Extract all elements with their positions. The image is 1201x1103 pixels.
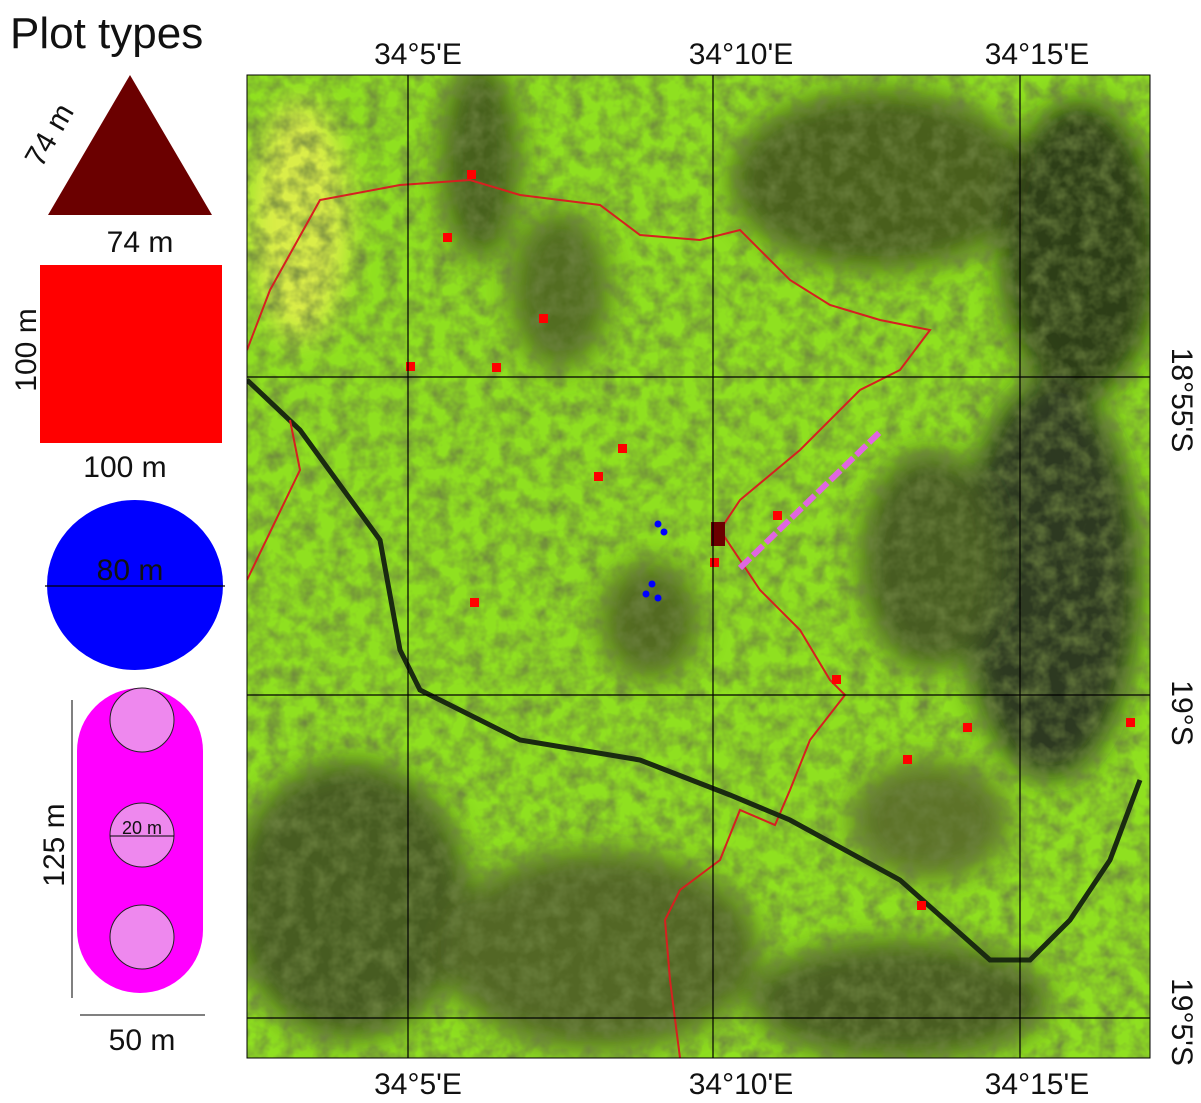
- subplot: [109, 904, 175, 970]
- right-lat-label: 18°55'S: [1165, 348, 1198, 452]
- square-height-label: 100 m: [10, 308, 43, 391]
- cluster-width-label: 50 m: [109, 1024, 176, 1057]
- satellite-image: [247, 75, 1150, 1058]
- triangle-side-label: 74 m: [19, 98, 81, 172]
- legend-title: Plot types: [10, 9, 203, 58]
- top-lon-label: 34°15'E: [985, 38, 1089, 71]
- subplot-label: 20 m: [122, 818, 162, 838]
- bottom-lon-label: 34°10'E: [689, 1068, 793, 1101]
- square-width-label: 100 m: [83, 451, 166, 484]
- square-plot: [40, 265, 222, 443]
- circle-diameter-label: 80 m: [97, 554, 164, 587]
- boundary: [247, 419, 302, 581]
- graticule: [247, 75, 1150, 1058]
- subplot: [109, 687, 175, 753]
- top-lon-label: 34°5'E: [374, 38, 462, 71]
- bottom-lon-label: 34°5'E: [374, 1068, 462, 1101]
- circle-plot: [47, 500, 223, 670]
- circle-plots: [642, 520, 668, 602]
- triangle-base-label: 74 m: [107, 226, 174, 259]
- square-plots: [406, 170, 1135, 910]
- bottom-lon-label: 34°15'E: [985, 1068, 1089, 1101]
- right-lat-label: 19°S: [1165, 680, 1198, 745]
- right-lat-label: 19°5'S: [1165, 978, 1198, 1066]
- top-lon-label: 34°10'E: [689, 38, 793, 71]
- transect: [737, 427, 885, 571]
- triangle-plot: [48, 75, 212, 215]
- triangle-plots: [711, 522, 725, 546]
- river: [247, 378, 1143, 963]
- coordinate-labels: 34°5'E 34°10'E 34°15'E 34°5'E 34°10'E 34°15'E…: [374, 38, 1198, 1101]
- boundary: [247, 178, 932, 1058]
- subplot: [109, 802, 175, 868]
- map-frame: [246, 74, 1151, 1059]
- cluster-length-label: 125 m: [38, 803, 71, 886]
